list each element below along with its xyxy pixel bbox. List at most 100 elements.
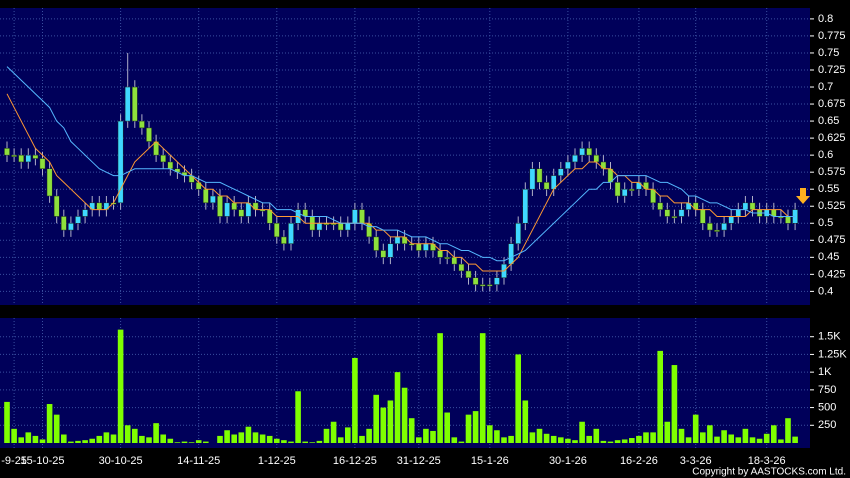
candle-body (415, 243, 422, 251)
candle-body (707, 223, 713, 231)
candle-body (586, 148, 593, 156)
candle-body (430, 243, 436, 251)
copyright: Copyright by AASTOCKS.com Ltd. (692, 467, 846, 478)
candle-body (685, 202, 692, 210)
candle-body (486, 284, 493, 287)
volume-bar (281, 440, 287, 443)
candle-body (735, 209, 742, 217)
candle-body (46, 168, 53, 197)
volume-bar (423, 428, 429, 443)
volume-bar (82, 440, 88, 443)
y-tick-label: 0.5 (818, 217, 833, 229)
price-panel (0, 8, 810, 305)
candle-body (394, 236, 401, 244)
y-tick-label: 1.5K (818, 331, 841, 343)
volume-bar (721, 430, 727, 443)
volume-bar (437, 333, 443, 443)
candle-body (373, 236, 380, 251)
candle-body (423, 243, 429, 251)
candle-body (39, 158, 46, 170)
candle-body (89, 202, 96, 210)
volume-bar (224, 430, 230, 443)
volume-bar (53, 414, 60, 443)
y-tick-label: 750 (818, 384, 836, 396)
candle-body (238, 209, 245, 217)
candle-body (479, 284, 486, 287)
volume-bar (316, 440, 323, 443)
candle-body (522, 188, 529, 224)
candle-body (451, 257, 458, 265)
moving-average-line (6, 66, 796, 262)
volume-bar (259, 434, 266, 443)
candle-body (4, 148, 10, 156)
candle-body (515, 223, 522, 244)
volume-bar (735, 437, 742, 443)
x-tick-label: 31-12-25 (397, 455, 441, 467)
y-tick-label: 0.75 (818, 47, 839, 59)
volume-bar (692, 414, 699, 443)
volume-bar (451, 437, 458, 443)
volume-bar (110, 434, 117, 443)
volume-bar (501, 437, 507, 443)
volume-bar (479, 333, 486, 443)
volume-bar (359, 435, 365, 443)
volume-bar (629, 438, 635, 443)
volume-bar (203, 441, 209, 443)
volume-bar (685, 437, 692, 443)
candle-body (82, 209, 88, 217)
volume-bar (68, 441, 74, 443)
volume-bar (763, 433, 770, 443)
candle-body (273, 223, 280, 238)
candle-body (692, 202, 699, 210)
volume-bar (153, 423, 159, 443)
candle-body (529, 168, 536, 190)
volume-bar (266, 435, 273, 443)
volume-bar (352, 357, 358, 443)
candle-body (721, 223, 727, 231)
volume-bar (671, 365, 678, 443)
candle-body (387, 243, 394, 258)
candle-body (593, 154, 600, 163)
volume-bar (572, 440, 578, 443)
y-tick-label: 0.7 (818, 81, 833, 93)
volume-bar (650, 432, 656, 443)
volume-bar (621, 439, 628, 443)
volume-bar (742, 428, 749, 443)
volume-bar (536, 428, 543, 443)
volume-bar (543, 433, 550, 443)
candle-body (210, 195, 216, 204)
volume-bar (771, 425, 777, 443)
candle-body (557, 168, 564, 176)
volume-bar (160, 434, 166, 443)
volume-bar (494, 430, 500, 443)
candle-body (139, 120, 145, 129)
volume-bar (323, 428, 330, 443)
y-tick-label: 250 (818, 419, 836, 431)
volume-bar (472, 411, 479, 443)
volume-bar (245, 426, 252, 443)
volume-bar (195, 440, 202, 443)
volume-bar (657, 350, 663, 443)
volume-bar (586, 435, 592, 443)
x-tick-label: 16-12-25 (333, 455, 377, 467)
volume-bar (550, 435, 557, 443)
y-tick-label: 0.675 (818, 98, 846, 110)
volume-bar (614, 440, 621, 443)
volume-bar (387, 400, 394, 443)
candle-body (344, 223, 351, 231)
candle-body (643, 182, 649, 190)
volume-bar (430, 430, 436, 443)
candle-body (380, 250, 387, 258)
candle-body (472, 277, 479, 285)
volume-bar (529, 432, 536, 443)
volume-bar (238, 432, 245, 443)
x-tick-label: 1-12-25 (258, 455, 296, 467)
y-tick-label: 0.725 (818, 64, 846, 76)
volume-bar (487, 425, 493, 443)
candle-body (579, 148, 585, 156)
candle-body (714, 229, 720, 232)
volume-bar (32, 435, 39, 443)
volume-bar (89, 438, 95, 443)
candle-body (316, 223, 323, 231)
moving-average-line (6, 93, 796, 272)
